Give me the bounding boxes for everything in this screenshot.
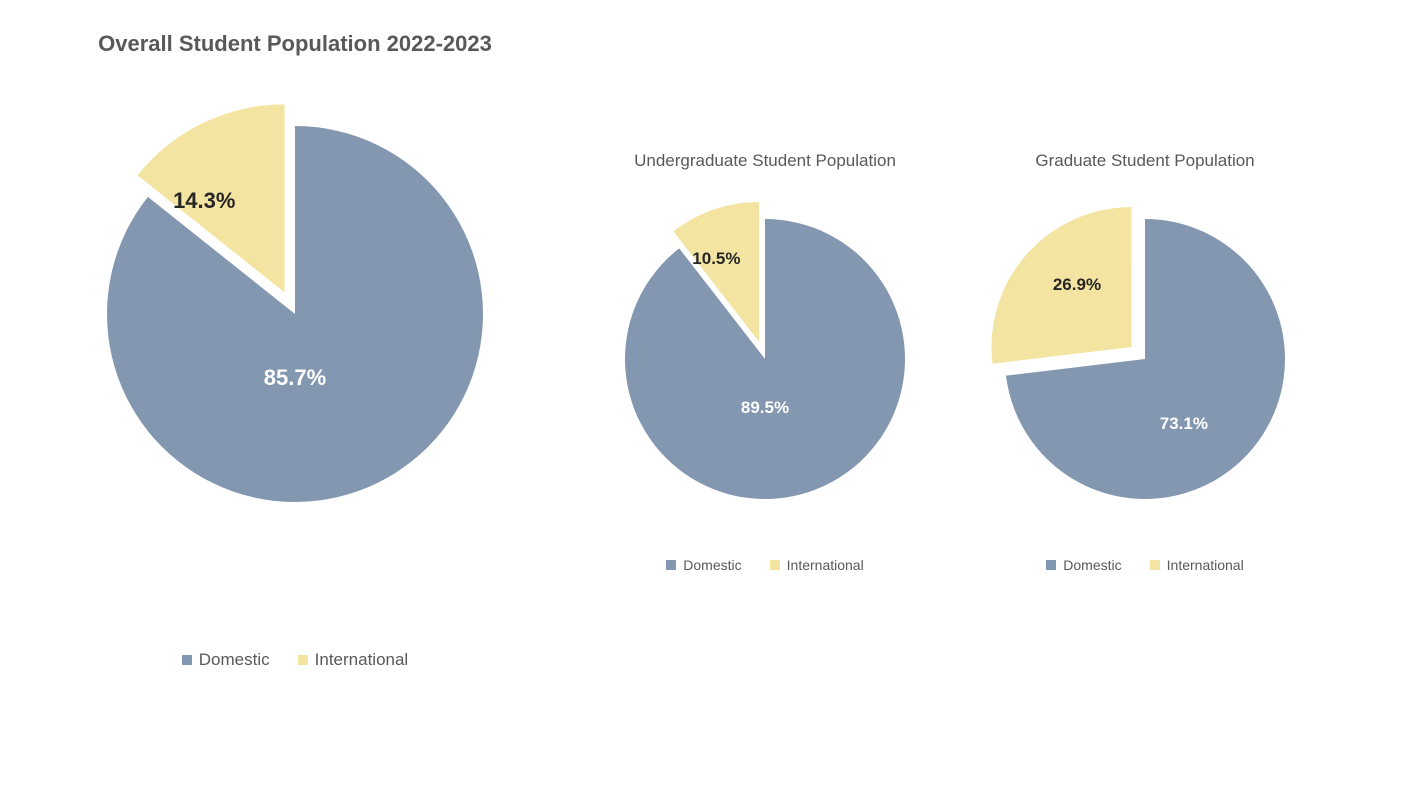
- legend-item-domestic: Domestic: [182, 650, 270, 670]
- undergrad-chart-title: Undergraduate Student Population: [590, 150, 940, 171]
- legend-swatch-international: [770, 560, 780, 570]
- undergrad-pie-svg: [603, 197, 927, 521]
- grad-chart-title: Graduate Student Population: [970, 150, 1320, 171]
- undergrad-legend: Domestic International: [590, 557, 940, 573]
- legend-label-domestic: Domestic: [683, 557, 741, 573]
- legend-item-international: International: [770, 557, 864, 573]
- undergrad-pie: 10.5% 89.5%: [603, 197, 927, 521]
- legend-item-international: International: [1150, 557, 1244, 573]
- grad-international-label: 26.9%: [1053, 275, 1101, 295]
- legend-swatch-international: [298, 655, 308, 665]
- overall-domestic-label: 85.7%: [264, 365, 326, 391]
- grad-pie: 26.9% 73.1%: [983, 197, 1307, 521]
- legend-swatch-domestic: [666, 560, 676, 570]
- overall-pie: 14.3% 85.7%: [79, 98, 511, 530]
- legend-item-international: International: [298, 650, 409, 670]
- legend-swatch-domestic: [182, 655, 192, 665]
- grad-domestic-label: 73.1%: [1160, 414, 1208, 434]
- legend-item-domestic: Domestic: [666, 557, 741, 573]
- legend-label-international: International: [1167, 557, 1244, 573]
- grad-population-chart: Graduate Student Population 26.9% 73.1% …: [970, 150, 1320, 573]
- overall-population-chart: Overall Student Population 2022-2023 14.…: [60, 30, 530, 670]
- legend-label-international: International: [315, 650, 409, 670]
- overall-legend: Domestic International: [60, 650, 530, 670]
- undergrad-population-chart: Undergraduate Student Population 10.5% 8…: [590, 150, 940, 573]
- legend-swatch-international: [1150, 560, 1160, 570]
- undergrad-domestic-label: 89.5%: [741, 398, 789, 418]
- overall-pie-svg: [79, 98, 511, 530]
- legend-label-international: International: [787, 557, 864, 573]
- legend-label-domestic: Domestic: [1063, 557, 1121, 573]
- overall-chart-title: Overall Student Population 2022-2023: [60, 30, 530, 58]
- legend-item-domestic: Domestic: [1046, 557, 1121, 573]
- undergrad-international-label: 10.5%: [692, 249, 740, 269]
- grad-legend: Domestic International: [970, 557, 1320, 573]
- legend-label-domestic: Domestic: [199, 650, 270, 670]
- grad-pie-svg: [983, 197, 1307, 521]
- legend-swatch-domestic: [1046, 560, 1056, 570]
- overall-international-label: 14.3%: [173, 188, 235, 214]
